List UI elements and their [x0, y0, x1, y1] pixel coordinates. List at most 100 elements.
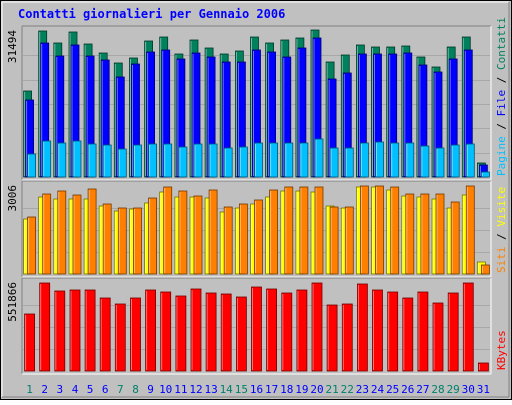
bar-siti-day-23 — [359, 185, 369, 275]
bar-pagine-day-12 — [193, 143, 203, 178]
bar-kbytes-day-4 — [69, 289, 81, 372]
bar-pagine-day-5 — [87, 143, 97, 178]
bar-kbytes-day-22 — [341, 303, 353, 372]
x-tick-label-day-23: 23 — [356, 383, 369, 396]
panel-hits: 31494 Pagine / File / Contatti — [6, 17, 508, 181]
legend-part: KBytes — [495, 330, 508, 370]
bar-siti-day-27 — [420, 193, 430, 275]
bar-kbytes-day-12 — [190, 288, 202, 372]
bar-pagine-day-11 — [178, 146, 188, 178]
bar-siti-day-9 — [148, 197, 158, 275]
bar-pagine-day-27 — [420, 145, 430, 178]
bar-kbytes-day-20 — [311, 282, 323, 372]
x-axis-labels: 1 2 3 4 5 6 7 8 9 10 11 12 13 14 15 16 17 18 19 20 21 22 23 24 2… — [26, 383, 490, 396]
bar-pagine-day-19 — [299, 142, 309, 178]
bar-kbytes-day-19 — [296, 289, 308, 372]
x-tick-label-day-3: 3 — [56, 383, 63, 396]
bar-kbytes-day-25 — [387, 291, 399, 372]
bar-kbytes-day-11 — [175, 295, 187, 372]
bar-siti-day-6 — [102, 203, 112, 275]
bar-siti-day-18 — [284, 186, 294, 275]
bar-siti-day-14 — [223, 206, 233, 275]
x-tick-label-day-8: 8 — [132, 383, 139, 396]
x-tick-label-day-28: 28 — [431, 383, 444, 396]
bar-kbytes-day-17 — [266, 288, 278, 372]
panel-bytes-legend: KBytes — [495, 330, 508, 370]
x-tick-label-day-13: 13 — [204, 383, 217, 396]
bar-pagine-day-10 — [163, 143, 173, 178]
x-tick-label-day-22: 22 — [341, 383, 354, 396]
bar-pagine-day-23 — [359, 142, 369, 178]
bar-siti-day-10 — [163, 186, 173, 275]
bar-siti-day-12 — [193, 195, 203, 275]
bar-kbytes-day-5 — [84, 289, 96, 372]
x-tick-label-day-18: 18 — [280, 383, 293, 396]
bar-pagine-day-7 — [117, 148, 127, 178]
x-tick-label-day-5: 5 — [87, 383, 94, 396]
bar-kbytes-day-13 — [205, 292, 217, 372]
bar-pagine-day-20 — [314, 138, 324, 178]
bar-siti-day-11 — [178, 190, 188, 275]
legend-part: / — [495, 116, 508, 136]
panel-hits-ymax-label: 31494 — [6, 30, 19, 63]
legend-part: Pagine — [495, 136, 508, 176]
bar-siti-day-29 — [450, 201, 460, 275]
bar-pagine-day-21 — [329, 147, 339, 178]
chart-title: Contatti giornalieri per Gennaio 2006 — [18, 7, 285, 21]
legend-part: / — [495, 227, 508, 247]
bar-kbytes-day-21 — [326, 304, 338, 372]
bar-siti-day-3 — [57, 190, 67, 275]
x-tick-label-day-12: 12 — [189, 383, 202, 396]
bar-siti-day-1 — [27, 216, 37, 275]
x-tick-label-day-15: 15 — [235, 383, 248, 396]
bar-siti-day-16 — [254, 199, 263, 275]
bar-kbytes-day-8 — [130, 297, 141, 372]
legend-part: File — [495, 90, 508, 117]
panel-bytes: 551866 KBytes — [6, 277, 508, 375]
x-tick-label-day-11: 11 — [174, 383, 187, 396]
bar-kbytes-day-18 — [281, 292, 293, 372]
x-tick-label-day-6: 6 — [102, 383, 109, 396]
bar-siti-day-20 — [314, 186, 324, 275]
panel-visits-ymax-label: 3006 — [6, 185, 19, 212]
bar-kbytes-day-1 — [24, 313, 36, 372]
x-tick-label-day-9: 9 — [147, 383, 154, 396]
x-tick-label-day-25: 25 — [386, 383, 399, 396]
bar-pagine-day-17 — [269, 142, 279, 178]
bar-pagine-day-8 — [133, 144, 142, 178]
bar-kbytes-day-7 — [114, 303, 126, 372]
bar-siti-day-24 — [375, 185, 384, 275]
bar-siti-day-31 — [480, 264, 490, 275]
panel-hits-legend: Pagine / File / Contatti — [495, 17, 508, 176]
bar-kbytes-day-3 — [54, 290, 66, 372]
x-tick-label-day-31: 31 — [477, 383, 490, 396]
x-tick-label-day-24: 24 — [371, 383, 385, 396]
x-tick-label-day-27: 27 — [416, 383, 429, 396]
bar-pagine-day-2 — [42, 140, 52, 178]
bar-kbytes-day-15 — [235, 296, 247, 372]
bar-kbytes-day-14 — [220, 293, 232, 372]
bar-siti-day-13 — [208, 189, 218, 275]
bar-siti-day-4 — [72, 194, 82, 275]
bar-pagine-day-30 — [465, 143, 475, 178]
bar-kbytes-day-24 — [372, 289, 383, 372]
bar-pagine-day-15 — [238, 146, 248, 178]
bar-kbytes-day-10 — [160, 291, 172, 372]
panel-visits: 3006 Siti / Visite — [6, 180, 508, 278]
bar-siti-day-21 — [329, 206, 339, 275]
bar-siti-day-7 — [117, 207, 127, 275]
legend-part: Siti — [495, 247, 508, 274]
panel-visits-legend: Siti / Visite — [495, 187, 508, 273]
bar-pagine-day-13 — [208, 143, 218, 178]
bar-kbytes-day-6 — [99, 297, 111, 372]
x-tick-label-day-17: 17 — [265, 383, 278, 396]
bar-kbytes-day-16 — [251, 286, 262, 372]
bar-siti-day-17 — [269, 189, 279, 275]
bar-kbytes-day-28 — [432, 302, 444, 372]
bar-pagine-day-25 — [390, 142, 400, 178]
x-tick-label-day-20: 20 — [310, 383, 323, 396]
bar-siti-day-15 — [238, 203, 248, 275]
bar-siti-day-26 — [405, 193, 415, 275]
